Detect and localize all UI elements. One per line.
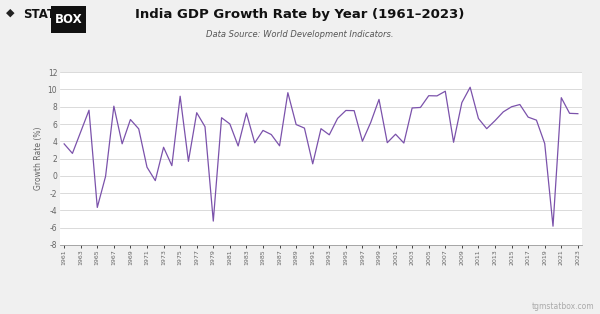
Text: BOX: BOX <box>55 13 82 26</box>
Text: tgmstatbox.com: tgmstatbox.com <box>532 302 594 311</box>
Text: STAT: STAT <box>23 8 55 21</box>
Text: India GDP Growth Rate by Year (1961–2023): India GDP Growth Rate by Year (1961–2023… <box>136 8 464 21</box>
Text: ◆: ◆ <box>6 8 14 18</box>
Y-axis label: Growth Rate (%): Growth Rate (%) <box>34 127 43 190</box>
Text: Data Source: World Development Indicators.: Data Source: World Development Indicator… <box>206 30 394 39</box>
